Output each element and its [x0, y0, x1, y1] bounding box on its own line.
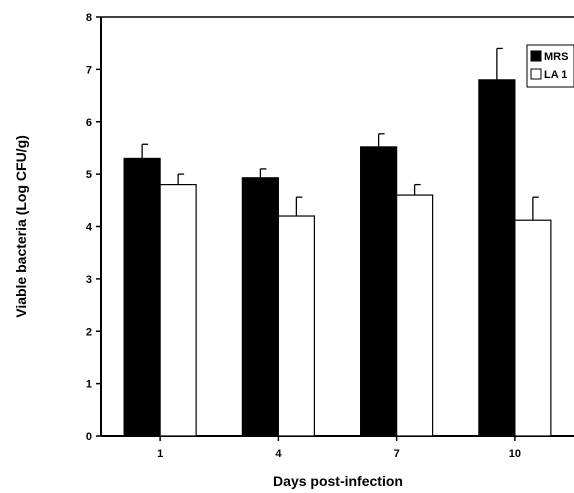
- y-tick-label: 1: [86, 379, 92, 391]
- bar-la-1-day-7: [396, 194, 434, 437]
- x-tick-label: 1: [157, 448, 163, 460]
- x-tick-label: 10: [509, 448, 521, 460]
- y-tick-label: 8: [86, 12, 92, 24]
- bar-mrs-day-1: [123, 157, 161, 437]
- x-axis-ticks: 1 4 7 10: [157, 436, 521, 460]
- x-axis-label: Days post-infection: [273, 473, 403, 489]
- bar-mrs-day-4: [241, 177, 279, 437]
- bar-la-1-day-10: [514, 219, 552, 437]
- y-tick-label: 4: [86, 222, 93, 234]
- legend-label: LA 1: [544, 69, 567, 81]
- y-tick-label: 7: [86, 64, 92, 76]
- y-tick-label: 6: [86, 117, 92, 129]
- y-tick-label: 5: [86, 169, 92, 181]
- plot-area: [100, 16, 574, 437]
- y-tick-label: 3: [86, 274, 92, 286]
- x-tick-label: 4: [275, 448, 282, 460]
- bar-la-1-day-4: [277, 215, 315, 437]
- x-tick-label: 7: [394, 448, 400, 460]
- y-tick-label: 0: [86, 431, 92, 443]
- bar-la-1-day-1: [159, 184, 197, 437]
- legend: MRS LA 1: [526, 44, 574, 88]
- legend-label: MRS: [544, 51, 568, 63]
- legend-swatch: [530, 68, 542, 80]
- bar-mrs-day-7: [360, 146, 398, 437]
- y-tick-label: 2: [86, 326, 92, 338]
- y-axis-ticks: 0 1 2 3 4 5 6 7 8: [86, 12, 101, 443]
- bar-mrs-day-10: [478, 79, 516, 437]
- y-axis-label: Viable bacteria (Log CFU/g): [13, 135, 29, 318]
- legend-swatch: [530, 50, 542, 62]
